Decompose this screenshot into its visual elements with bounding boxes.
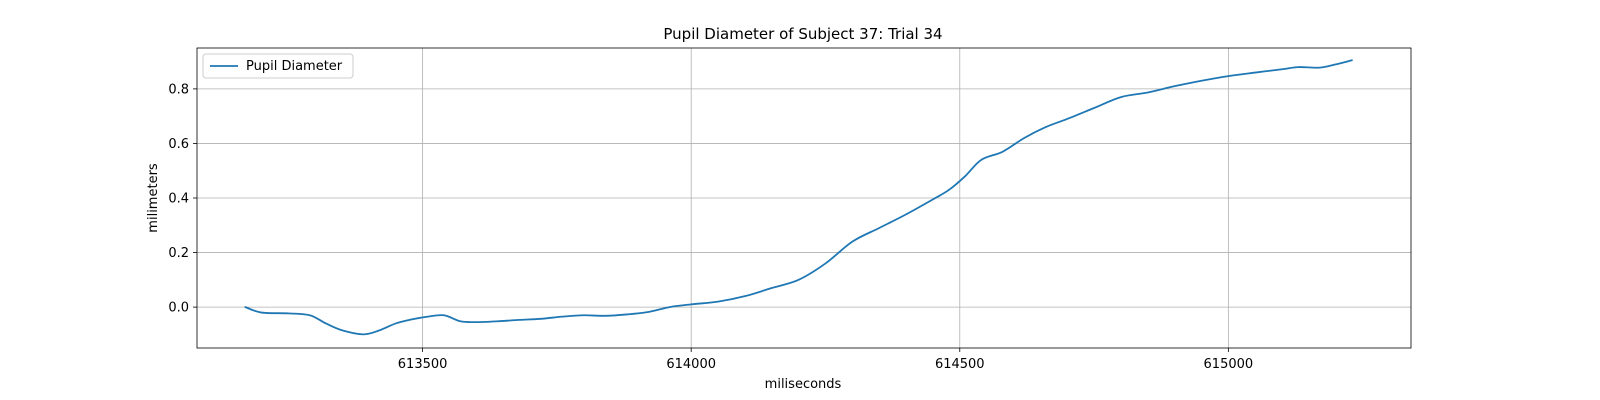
x-tick-label: 614000 — [666, 357, 716, 372]
y-axis-label: milimeters — [146, 163, 161, 233]
legend: Pupil Diameter — [202, 53, 354, 79]
grid-lines — [197, 48, 1411, 348]
y-tick-label: 0.2 — [168, 246, 189, 261]
x-axis-ticks: 613500 614000 614500 615000 — [398, 348, 1253, 372]
series-line-pupil-diameter — [244, 59, 1353, 336]
y-tick-label: 0.8 — [168, 82, 189, 97]
legend-box — [202, 53, 354, 79]
y-axis-ticks: 0.0 0.2 0.4 0.6 0.8 — [168, 82, 197, 316]
x-axis-label: miliseconds — [765, 377, 842, 392]
x-tick-label: 615000 — [1204, 357, 1254, 372]
y-tick-label: 0.4 — [168, 192, 189, 207]
x-tick-label: 613500 — [398, 357, 448, 372]
legend-label-pupil-diameter: Pupil Diameter — [246, 59, 343, 74]
x-tick-label: 614500 — [935, 357, 985, 372]
chart-title: Pupil Diameter of Subject 37: Trial 34 — [663, 25, 942, 43]
y-tick-label: 0.6 — [168, 137, 189, 152]
plot-frame — [196, 47, 1412, 349]
y-tick-label: 0.0 — [168, 301, 189, 316]
